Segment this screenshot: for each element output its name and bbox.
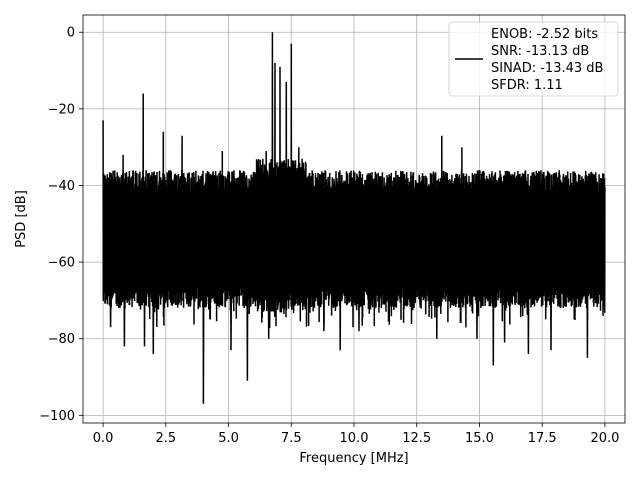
- x-tick-label: 7.5: [281, 431, 302, 446]
- x-tick-label: 15.0: [465, 431, 494, 446]
- x-tick-label: 10.0: [340, 431, 369, 446]
- x-tick-label: 2.5: [155, 431, 176, 446]
- y-tick-label: −60: [48, 256, 75, 271]
- psd-series-line: [102, 32, 606, 404]
- y-tick-label: −100: [39, 409, 75, 424]
- y-tick-label: −20: [48, 102, 75, 117]
- y-tick-label: −80: [48, 332, 75, 347]
- legend-entry-snr: SNR: -13.13 dB: [491, 44, 589, 59]
- x-tick-label: 12.5: [402, 431, 431, 446]
- y-tick-label: 0: [67, 26, 75, 41]
- legend-box: [448, 21, 619, 97]
- axis-ticks: 0.0 2.5 5.0 7.5 10.0 12.5 15.0 17.5 20.0 0 −20 −40 −…: [39, 26, 619, 446]
- x-tick-label: 17.5: [528, 431, 557, 446]
- legend-entry-enob: ENOB: -2.52 bits: [491, 27, 598, 42]
- x-axis-label: Frequency [MHz]: [299, 451, 408, 466]
- x-tick-label: 5.0: [218, 431, 239, 446]
- legend: ENOB: -2.52 bits SNR: -13.13 dB SINAD: -…: [448, 21, 619, 97]
- y-tick-label: −40: [48, 179, 75, 194]
- x-tick-label: 0.0: [93, 431, 114, 446]
- series-layer: [102, 32, 606, 404]
- legend-entry-sinad: SINAD: -13.43 dB: [491, 61, 603, 76]
- y-axis-label: PSD [dB]: [14, 190, 29, 248]
- x-tick-label: 20.0: [590, 431, 619, 446]
- legend-entry-sfdr: SFDR: 1.11: [491, 78, 563, 93]
